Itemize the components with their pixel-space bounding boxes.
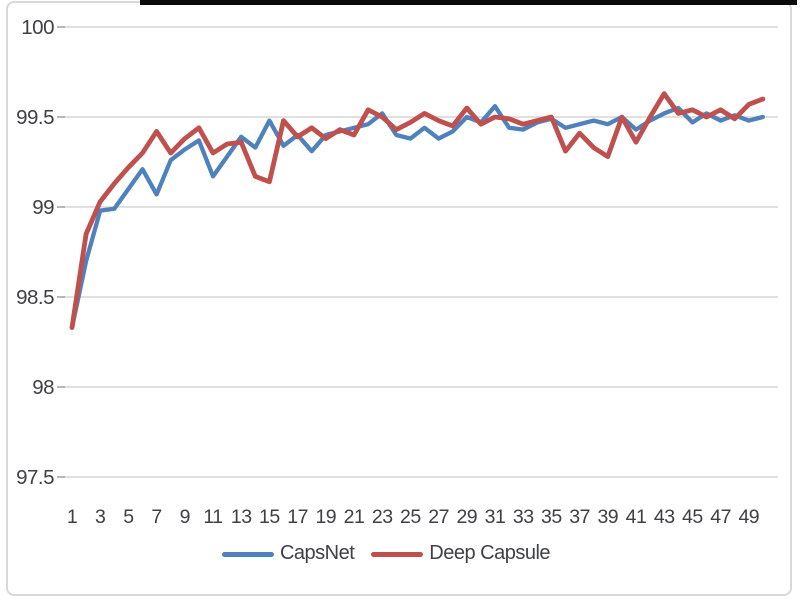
x-axis-tick-label: 7 <box>151 506 161 528</box>
x-axis-tick-label: 25 <box>400 506 421 528</box>
y-axis-tick-label: 100 <box>21 16 54 39</box>
x-axis-tick-label: 1 <box>67 506 77 528</box>
x-axis-tick-label: 5 <box>123 506 134 528</box>
x-axis-tick-label: 39 <box>597 506 618 528</box>
x-axis-labels: 1 3 5 7 9 11 13 15 17 19 21 23 25 27 29 31 33 35 37 39 41 43 4… <box>67 506 760 528</box>
x-axis-tick-label: 37 <box>569 506 590 528</box>
top-black-bar <box>140 0 797 5</box>
x-axis-tick-label: 11 <box>203 506 222 528</box>
legend-item-deep-capsule: Deep Capsule <box>371 542 551 565</box>
y-axis-tick-label: 97.5 <box>16 466 54 489</box>
x-axis-tick-label: 33 <box>513 506 534 528</box>
x-axis-tick-label: 43 <box>654 506 675 528</box>
x-axis-tick-label: 3 <box>95 506 105 528</box>
data-series <box>69 91 766 331</box>
x-axis-tick-label: 13 <box>231 506 252 528</box>
capsnet-line <box>69 104 766 330</box>
capsnet-line-swatch <box>221 551 274 557</box>
x-axis-tick-label: 41 <box>626 506 647 528</box>
y-axis-labels: 97.5 98 98.5 99 99.5 100 <box>16 16 54 489</box>
x-axis-tick-label: 31 <box>485 506 506 528</box>
y-axis-tick-label: 99.5 <box>16 106 54 129</box>
x-axis-tick-label: 35 <box>541 506 562 528</box>
x-axis-tick-label: 45 <box>682 506 703 528</box>
y-axis-tick-label: 98 <box>32 376 54 399</box>
gridlines <box>57 26 778 478</box>
x-axis-tick-label: 15 <box>259 506 280 528</box>
x-axis-tick-label: 47 <box>710 506 731 528</box>
y-axis-tick-label: 99 <box>32 196 54 219</box>
x-axis-tick-label: 27 <box>428 506 449 528</box>
deep-capsule-legend-label: Deep Capsule <box>429 542 551 564</box>
capsnet-legend-label: CapsNet <box>279 542 355 564</box>
deep-capsule-line <box>69 91 766 331</box>
x-axis-tick-label: 21 <box>344 506 365 528</box>
legend-item-capsnet: CapsNet <box>221 542 355 565</box>
x-axis-tick-label: 23 <box>372 506 393 528</box>
x-axis-tick-label: 9 <box>180 506 190 528</box>
x-axis-tick-label: 29 <box>456 506 477 528</box>
deep-capsule-line-swatch <box>371 551 424 557</box>
y-axis-tick-label: 98.5 <box>16 286 54 309</box>
x-axis-tick-label: 19 <box>315 506 336 528</box>
legend: CapsNet Deep Capsule <box>0 541 786 567</box>
x-axis-tick-label: 17 <box>287 506 308 528</box>
x-axis-tick-label: 49 <box>738 506 759 528</box>
